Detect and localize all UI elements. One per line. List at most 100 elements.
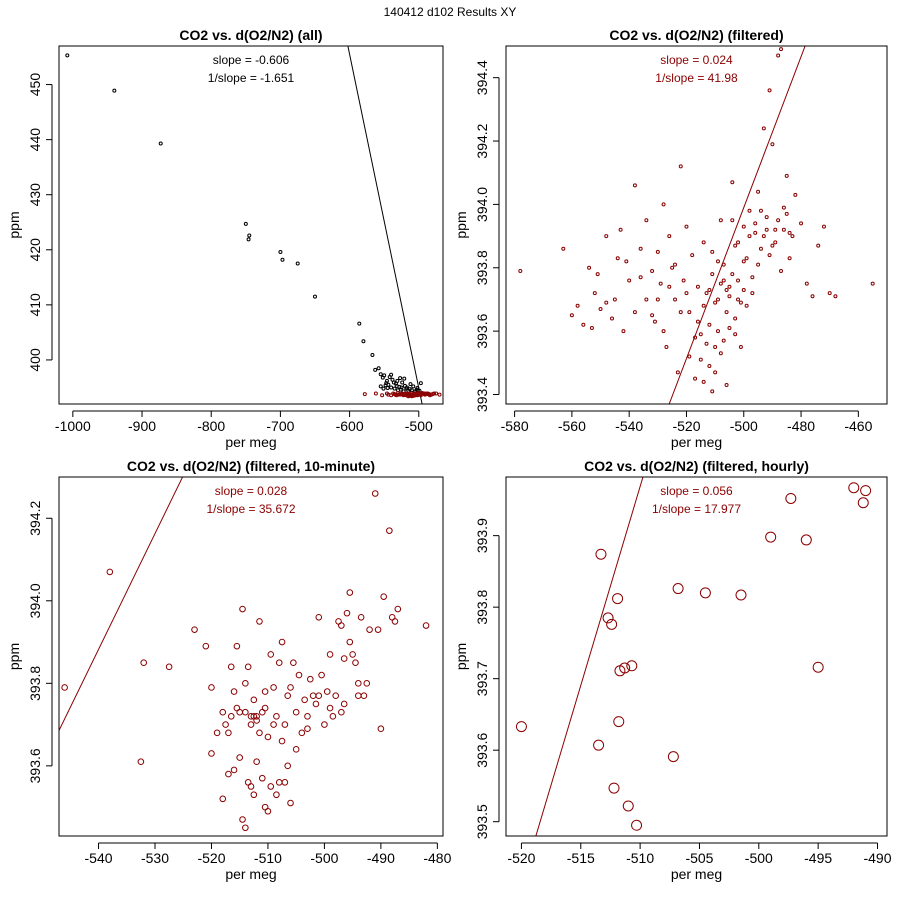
points-group	[518, 47, 875, 394]
data-point	[380, 593, 388, 600]
data-point	[810, 294, 815, 299]
data-point	[710, 249, 715, 254]
data-point	[287, 684, 294, 691]
data-point	[357, 321, 362, 326]
data-point	[733, 243, 738, 248]
data-point	[799, 221, 804, 226]
data-point	[756, 262, 761, 267]
data-point	[219, 708, 227, 716]
data-point	[767, 253, 772, 258]
annotation-2: 1/slope = 17.977	[652, 502, 741, 516]
data-point	[658, 281, 663, 286]
data-point	[373, 391, 378, 396]
data-point	[615, 256, 620, 261]
data-point	[741, 259, 746, 264]
x-tick-label: -580	[501, 418, 529, 434]
data-point	[295, 261, 300, 266]
data-point	[346, 589, 354, 596]
x-tick-label: -900	[128, 418, 156, 434]
chart-title: CO2 vs. d(O2/N2) (filtered)	[609, 27, 783, 43]
data-point	[770, 142, 775, 147]
data-point	[315, 692, 323, 700]
x-tick-label: -520	[672, 418, 700, 434]
chart-panel-3: CO2 vs. d(O2/N2) (filtered, 10-minute) sl…	[6, 458, 452, 882]
data-point	[672, 583, 684, 595]
data-point	[402, 376, 407, 381]
data-point	[362, 392, 367, 397]
data-point	[391, 380, 396, 385]
data-point	[776, 218, 781, 223]
data-point	[561, 246, 566, 251]
data-point	[761, 126, 766, 131]
data-point	[405, 385, 410, 390]
data-point	[360, 692, 368, 700]
data-point	[106, 568, 114, 576]
data-point	[741, 224, 746, 229]
data-point	[678, 164, 683, 169]
data-point	[158, 141, 163, 146]
data-point	[744, 303, 749, 308]
data-point	[644, 218, 649, 223]
data-point	[384, 381, 389, 386]
data-point	[695, 319, 700, 324]
data-point	[632, 183, 637, 188]
data-point	[701, 303, 706, 308]
data-point	[409, 394, 414, 399]
data-point	[366, 626, 373, 633]
data-point	[394, 605, 402, 613]
data-point	[280, 257, 285, 262]
data-point	[399, 385, 404, 390]
data-point	[165, 663, 173, 671]
points-group	[65, 53, 442, 399]
x-axis-label: per meg	[225, 866, 276, 882]
data-point	[735, 589, 747, 601]
data-point	[278, 638, 286, 646]
data-point	[380, 393, 385, 398]
data-point	[750, 291, 755, 296]
x-tick-label: -520	[197, 850, 225, 866]
data-point	[219, 795, 227, 803]
data-point	[704, 291, 709, 296]
data-point	[764, 227, 769, 232]
annotation-1: slope = -0.606	[213, 53, 290, 67]
data-point	[264, 807, 272, 815]
data-point	[718, 351, 723, 356]
data-point	[736, 297, 741, 302]
chart-panel-2: CO2 vs. d(O2/N2) (filtered) slope = 0.024…	[453, 27, 888, 450]
y-axis-label: ppm	[453, 211, 469, 238]
data-point	[239, 816, 246, 823]
x-axis-label: per meg	[225, 434, 276, 450]
data-point	[287, 799, 294, 807]
data-point	[612, 593, 624, 605]
data-point	[756, 189, 761, 194]
data-point	[338, 622, 345, 629]
data-point	[261, 704, 269, 712]
data-point	[323, 688, 331, 695]
data-point	[718, 281, 723, 286]
data-point	[758, 246, 763, 251]
data-point	[690, 253, 695, 258]
data-point	[270, 721, 277, 728]
data-point	[781, 227, 786, 232]
data-point	[790, 234, 795, 239]
data-point	[622, 800, 634, 812]
data-point	[247, 783, 255, 790]
data-point	[264, 733, 272, 741]
data-point	[422, 622, 430, 629]
data-point	[432, 391, 437, 396]
chart-title: CO2 vs. d(O2/N2) (filtered, 10-minute)	[127, 458, 375, 474]
data-point	[295, 671, 303, 679]
data-point	[619, 662, 631, 674]
data-point	[389, 372, 394, 377]
points-group	[515, 482, 872, 831]
data-point	[681, 278, 686, 283]
data-point	[222, 721, 229, 728]
data-point	[773, 240, 778, 245]
annotation-1: slope = 0.024	[660, 53, 733, 67]
data-point	[391, 618, 399, 625]
data-point	[787, 230, 792, 235]
data-point	[400, 380, 405, 385]
data-point	[261, 688, 269, 695]
data-point	[827, 291, 832, 296]
data-point	[618, 227, 623, 232]
